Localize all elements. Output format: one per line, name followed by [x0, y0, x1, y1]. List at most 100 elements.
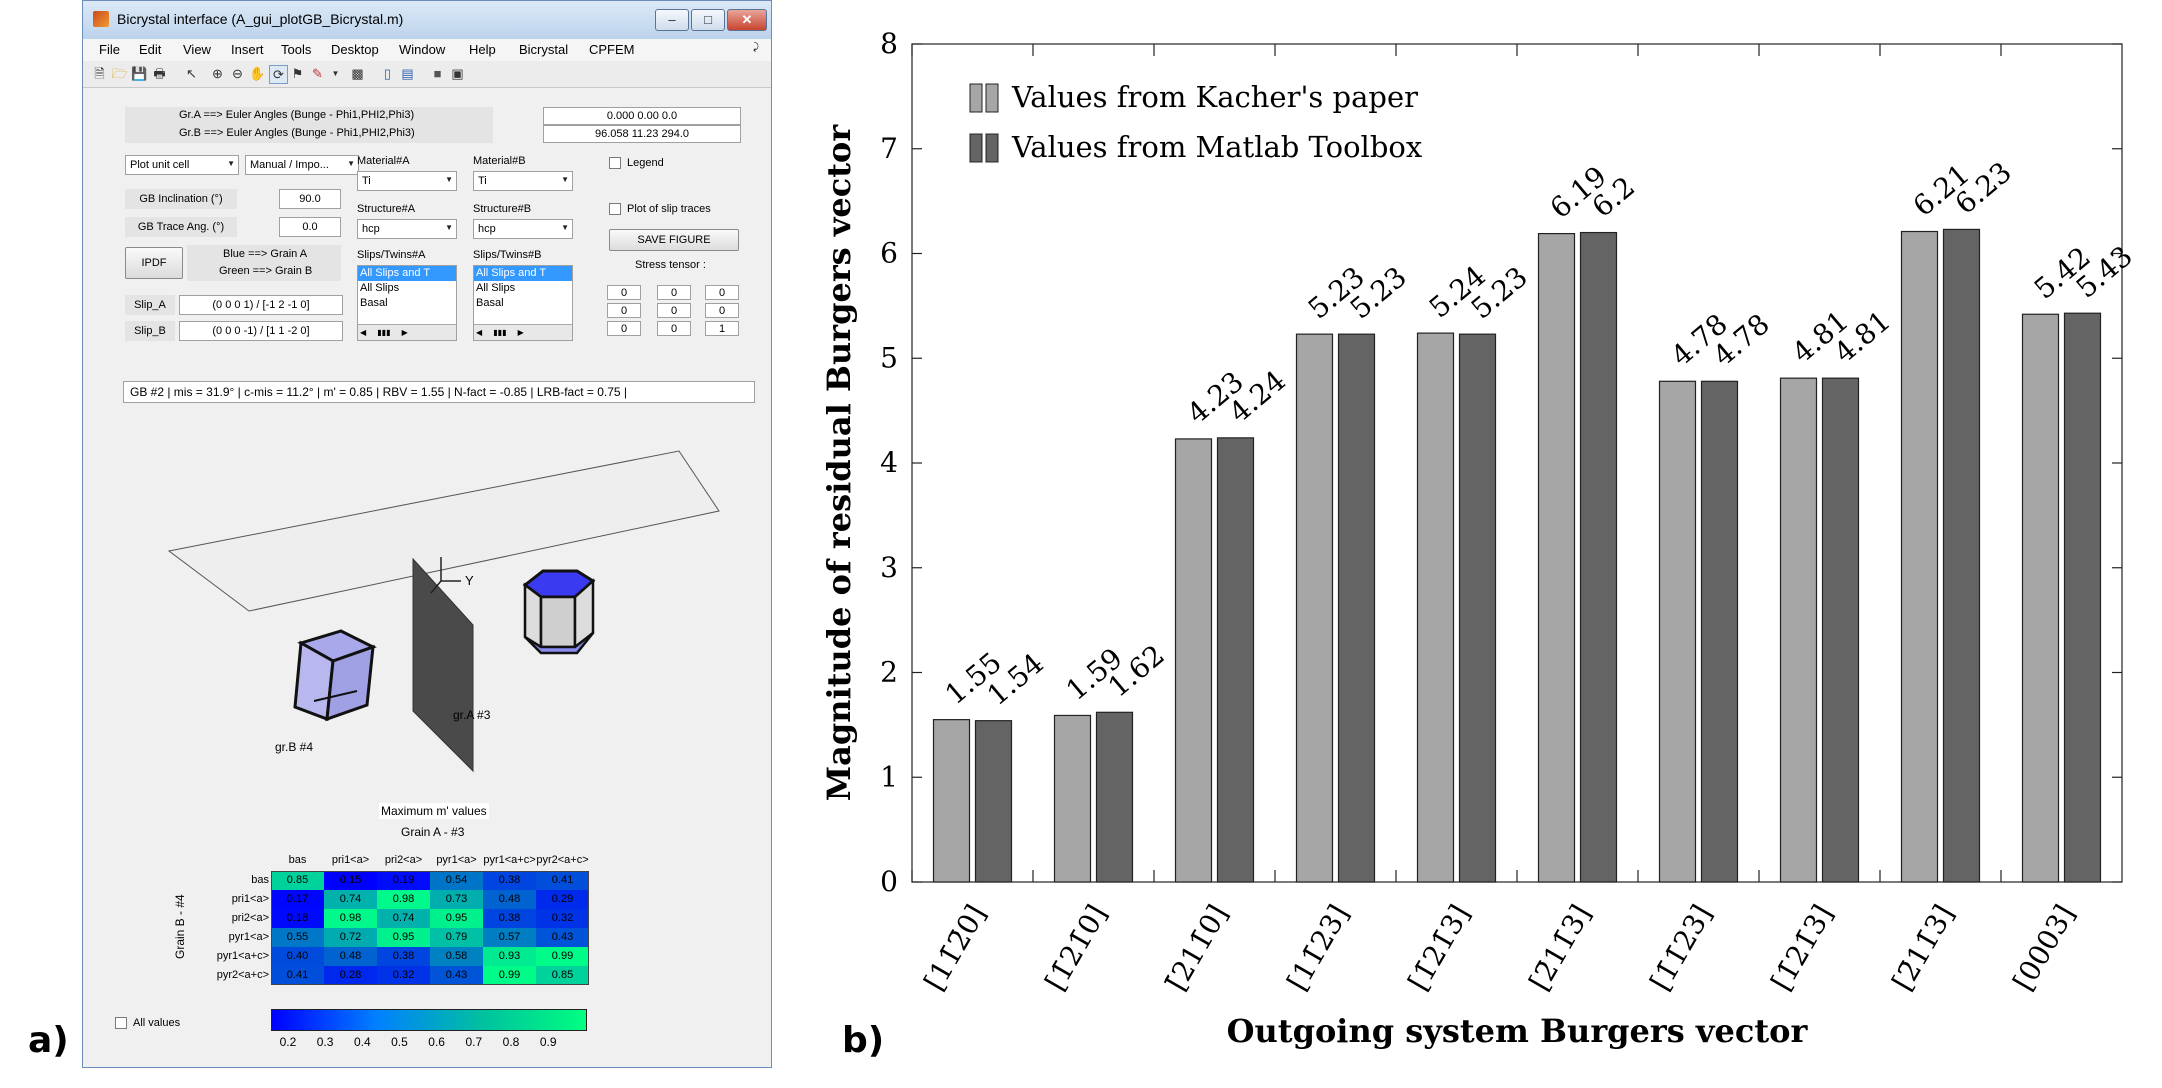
- legend-checkbox[interactable]: [609, 157, 621, 169]
- slips-b-item[interactable]: All Slips and T: [474, 266, 572, 281]
- structure-a-dropdown[interactable]: hcp: [357, 219, 457, 239]
- heatmap-cell[interactable]: 0.17: [271, 890, 324, 909]
- slip-b-field[interactable]: (0 0 0 -1) / [1 1 -2 0]: [179, 321, 343, 341]
- heatmap-cell[interactable]: 0.74: [324, 890, 377, 909]
- slips-b-listbox[interactable]: All Slips and T All Slips Basal ◀ ▮▮▮ ▶: [473, 265, 573, 341]
- link-plot-icon[interactable]: ▩: [351, 66, 364, 81]
- heatmap-cell[interactable]: 0.40: [271, 947, 324, 966]
- menu-file[interactable]: File: [99, 42, 120, 57]
- slips-a-listbox[interactable]: All Slips and T All Slips Basal ◀ ▮▮▮ ▶: [357, 265, 457, 341]
- pointer-icon[interactable]: ↖: [186, 66, 197, 81]
- plot-unit-cell-dropdown[interactable]: Plot unit cell: [125, 155, 239, 175]
- heatmap-cell[interactable]: 0.93: [483, 947, 536, 966]
- heatmap-cell[interactable]: 0.74: [377, 909, 430, 928]
- stress-cell[interactable]: 0: [607, 321, 641, 336]
- menu-help[interactable]: Help: [469, 42, 496, 57]
- heatmap-cell[interactable]: 0.43: [430, 966, 483, 985]
- new-file-icon[interactable]: 🗎: [94, 66, 105, 81]
- brush-icon[interactable]: ✎: [312, 66, 323, 81]
- euler-value-b[interactable]: 96.058 11.23 294.0: [543, 125, 741, 143]
- heatmap-cell[interactable]: 0.48: [483, 890, 536, 909]
- zoom-in-icon[interactable]: ⊕: [212, 66, 223, 81]
- heatmap-cell[interactable]: 0.57: [483, 928, 536, 947]
- heatmap-cell[interactable]: 0.41: [536, 871, 589, 890]
- heatmap-cell[interactable]: 0.73: [430, 890, 483, 909]
- maximize-button[interactable]: □: [691, 9, 725, 31]
- bicrystal-3d-scene[interactable]: Y gr.A #3 gr.B #4: [89, 411, 765, 791]
- save-figure-button[interactable]: SAVE FIGURE: [609, 229, 739, 251]
- menu-tools[interactable]: Tools: [281, 42, 312, 57]
- heatmap-cell[interactable]: 0.18: [271, 909, 324, 928]
- brush-dropdown-icon[interactable]: ▼: [331, 69, 340, 78]
- heatmap-cell[interactable]: 0.32: [536, 909, 589, 928]
- open-folder-icon[interactable]: 🗁: [111, 66, 128, 81]
- stress-cell[interactable]: 0: [607, 303, 641, 318]
- close-button[interactable]: ✕: [727, 9, 767, 31]
- material-b-dropdown[interactable]: Ti: [473, 171, 573, 191]
- gb-trace-input[interactable]: 0.0: [279, 217, 341, 237]
- stress-cell[interactable]: 0: [607, 285, 641, 300]
- menu-desktop[interactable]: Desktop: [331, 42, 379, 57]
- gb-inclination-input[interactable]: 90.0: [279, 189, 341, 209]
- heatmap-cell[interactable]: 0.98: [377, 890, 430, 909]
- heatmap-cell[interactable]: 0.41: [271, 966, 324, 985]
- menu-dock-icon[interactable]: ⤸: [753, 42, 759, 53]
- heatmap-cell[interactable]: 0.43: [536, 928, 589, 947]
- material-a-dropdown[interactable]: Ti: [357, 171, 457, 191]
- slips-a-item[interactable]: All Slips: [360, 282, 400, 294]
- hide-tools-icon[interactable]: ■: [433, 66, 442, 81]
- heatmap-cell[interactable]: 0.79: [430, 928, 483, 947]
- show-tools-icon[interactable]: ▣: [451, 66, 464, 81]
- heatmap-cell[interactable]: 0.29: [536, 890, 589, 909]
- colorbar-icon[interactable]: ▯: [383, 66, 392, 81]
- slip-traces-checkbox[interactable]: [609, 203, 621, 215]
- menu-window[interactable]: Window: [399, 42, 446, 57]
- all-values-checkbox[interactable]: [115, 1017, 127, 1029]
- heatmap-cell[interactable]: 0.95: [377, 928, 430, 947]
- stress-cell[interactable]: 0: [657, 285, 691, 300]
- menu-cpfem[interactable]: CPFEM: [589, 42, 635, 57]
- structure-b-dropdown[interactable]: hcp: [473, 219, 573, 239]
- heatmap-cell[interactable]: 0.98: [324, 909, 377, 928]
- ipdf-button[interactable]: IPDF: [125, 247, 183, 279]
- menu-edit[interactable]: Edit: [139, 42, 162, 57]
- heatmap-cell[interactable]: 0.85: [536, 966, 589, 985]
- heatmap-cell[interactable]: 0.48: [324, 947, 377, 966]
- manual-import-dropdown[interactable]: Manual / Impo...: [245, 155, 359, 175]
- menu-bicrystal[interactable]: Bicrystal: [519, 42, 569, 57]
- heatmap-cell[interactable]: 0.28: [324, 966, 377, 985]
- slips-b-item[interactable]: All Slips: [476, 282, 516, 294]
- menu-view[interactable]: View: [183, 42, 211, 57]
- heatmap-cell[interactable]: 0.38: [483, 871, 536, 890]
- heatmap-cell[interactable]: 0.38: [377, 947, 430, 966]
- heatmap-cell[interactable]: 0.15: [324, 871, 377, 890]
- stress-cell[interactable]: 0: [657, 321, 691, 336]
- heatmap-cell[interactable]: 0.58: [430, 947, 483, 966]
- heatmap-cell[interactable]: 0.99: [536, 947, 589, 966]
- euler-value-a[interactable]: 0.000 0.00 0.0: [543, 107, 741, 125]
- zoom-out-icon[interactable]: ⊖: [232, 66, 243, 81]
- slips-b-item[interactable]: Basal: [476, 297, 504, 309]
- heatmap-cell[interactable]: 0.38: [483, 909, 536, 928]
- heatmap-cell[interactable]: 0.32: [377, 966, 430, 985]
- slips-a-item[interactable]: Basal: [360, 297, 388, 309]
- save-icon[interactable]: 💾: [131, 66, 148, 81]
- stress-cell[interactable]: 0: [705, 303, 739, 318]
- heatmap-cell[interactable]: 0.55: [271, 928, 324, 947]
- heatmap-cell[interactable]: 0.95: [430, 909, 483, 928]
- window-titlebar[interactable]: Bicrystal interface (A_gui_plotGB_Bicrys…: [83, 1, 771, 40]
- pan-hand-icon[interactable]: ✋: [249, 66, 266, 81]
- heatmap-cell[interactable]: 0.54: [430, 871, 483, 890]
- heatmap-cell[interactable]: 0.99: [483, 966, 536, 985]
- legend-icon[interactable]: ▤: [401, 66, 414, 81]
- slips-b-scrollbar[interactable]: ◀ ▮▮▮ ▶: [474, 324, 572, 340]
- slips-a-scrollbar[interactable]: ◀ ▮▮▮ ▶: [358, 324, 456, 340]
- heatmap-cell[interactable]: 0.72: [324, 928, 377, 947]
- print-icon[interactable]: 🖶: [153, 66, 166, 81]
- stress-cell[interactable]: 1: [705, 321, 739, 336]
- heatmap-cell[interactable]: 0.85: [271, 871, 324, 890]
- minimize-button[interactable]: –: [655, 9, 689, 31]
- stress-cell[interactable]: 0: [705, 285, 739, 300]
- slips-a-item[interactable]: All Slips and T: [358, 266, 456, 281]
- data-cursor-icon[interactable]: ⚑: [291, 66, 304, 81]
